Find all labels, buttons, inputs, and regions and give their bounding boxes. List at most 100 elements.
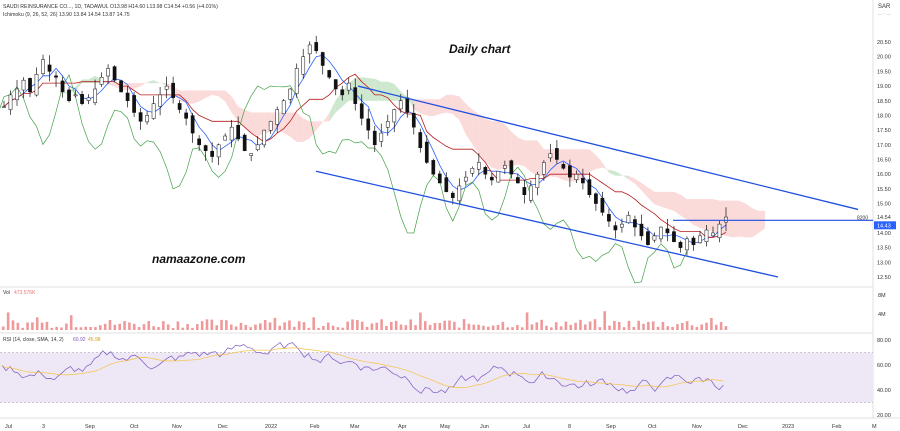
cloud-segment (602, 162, 609, 173)
rsi-line (1, 342, 724, 394)
volume-bar (598, 327, 602, 330)
candlesticks (2, 35, 728, 256)
time-tick-label: Sep (85, 424, 95, 430)
cloud-segment (595, 155, 603, 170)
cloud-segment (498, 121, 505, 170)
candle-body (665, 228, 670, 234)
cloud-segment (374, 78, 382, 101)
candle-body (685, 238, 689, 251)
candle-body (392, 109, 397, 123)
candle-body (372, 130, 377, 146)
cloud-segment (43, 100, 50, 107)
price-tick-label: 17.50 (877, 128, 891, 134)
volume-bar (356, 320, 359, 330)
volume-bar (273, 317, 277, 330)
candle-body (80, 94, 84, 104)
cloud-segment (452, 94, 460, 120)
volume-bar (181, 327, 185, 330)
price-tick-label: 17.00 (877, 143, 891, 149)
volume-bar (438, 322, 442, 330)
cloud-segment (134, 83, 141, 89)
volume-bar (225, 320, 228, 330)
volume-bar (166, 324, 170, 330)
candle-body (21, 79, 26, 91)
rsi-ma-value: 45.98 (88, 337, 101, 343)
rsi-value: 60.92 (73, 337, 86, 343)
candle-body (711, 232, 715, 237)
cloud-segment (251, 112, 258, 136)
volume-bar (26, 322, 29, 330)
candle-body (698, 235, 702, 244)
volume-bar (685, 321, 689, 330)
price-tick-label: 14.00 (877, 231, 891, 237)
price-tick-label: 18.50 (877, 99, 891, 105)
cloud-segment (530, 140, 538, 176)
volume-bar (142, 324, 146, 330)
candle-body (47, 64, 52, 72)
candle-body (535, 173, 540, 189)
cloud-segment (420, 99, 427, 116)
volume-bar (651, 321, 655, 330)
volume-bar (268, 322, 272, 330)
volume-bar (380, 319, 383, 330)
cloud-segment (608, 169, 616, 176)
volume-bar (360, 321, 364, 330)
candle-body (483, 167, 488, 175)
candle-body (197, 138, 201, 146)
volume-bar (50, 327, 54, 330)
price-tick-label: 19.00 (877, 84, 891, 90)
volume-bar (399, 324, 403, 330)
candle-body (190, 115, 195, 134)
volume-bar (239, 322, 243, 330)
cloud-segment (290, 112, 297, 142)
volume-bar (710, 317, 713, 330)
candle-body (607, 214, 611, 222)
rsi-axis-label: 60.00 (877, 363, 891, 369)
candle-body (379, 132, 384, 142)
trend-channel (315, 85, 873, 278)
time-tick-label: Jul (5, 424, 12, 430)
volume-bar (394, 320, 398, 330)
volume-bar (2, 326, 5, 330)
volume-bar (341, 327, 345, 330)
volume-bar (6, 312, 10, 330)
volume-bar (428, 324, 432, 330)
line-price-label: 14.43 (877, 223, 891, 229)
symbol-legend: SAUDI REINSURANCE CO..., 1D, TADAWUL O13… (3, 4, 218, 10)
volume-bar (506, 327, 509, 330)
volume-bar (613, 320, 616, 330)
price-tick-label: 15.50 (877, 187, 891, 193)
cloud-segment (439, 94, 447, 114)
volume-bar (210, 319, 214, 330)
cloud-segment (316, 121, 323, 131)
volume-bar (186, 324, 189, 330)
volume-bar (569, 324, 573, 330)
volume-bar (55, 326, 58, 330)
volume-bar (326, 322, 330, 330)
candle-body (288, 88, 293, 100)
volume-bar (220, 319, 223, 330)
volume-bar (69, 315, 73, 330)
candle-body (86, 97, 91, 101)
volume-bar (331, 325, 335, 330)
currency-sub: — ·· — (878, 11, 891, 16)
volume-bar (390, 321, 393, 330)
chart-title: Daily chart (449, 42, 511, 56)
volume-bar (346, 321, 349, 330)
volume-bar (74, 327, 78, 330)
volume-bar (322, 325, 325, 330)
volume-bar (94, 327, 97, 330)
cloud-segment (524, 140, 531, 172)
candle-body (41, 59, 45, 74)
cloud-segment (758, 210, 766, 233)
candle-body (398, 100, 403, 110)
candle-body (333, 79, 338, 90)
cloud-segment (517, 137, 525, 167)
volume-label: Vol (3, 290, 10, 296)
volume-bar (336, 327, 340, 330)
candle-body (359, 103, 364, 119)
volume-bar (317, 327, 320, 330)
volume-bar (89, 326, 92, 330)
candle-body (210, 150, 214, 157)
volume-bar (137, 327, 141, 330)
